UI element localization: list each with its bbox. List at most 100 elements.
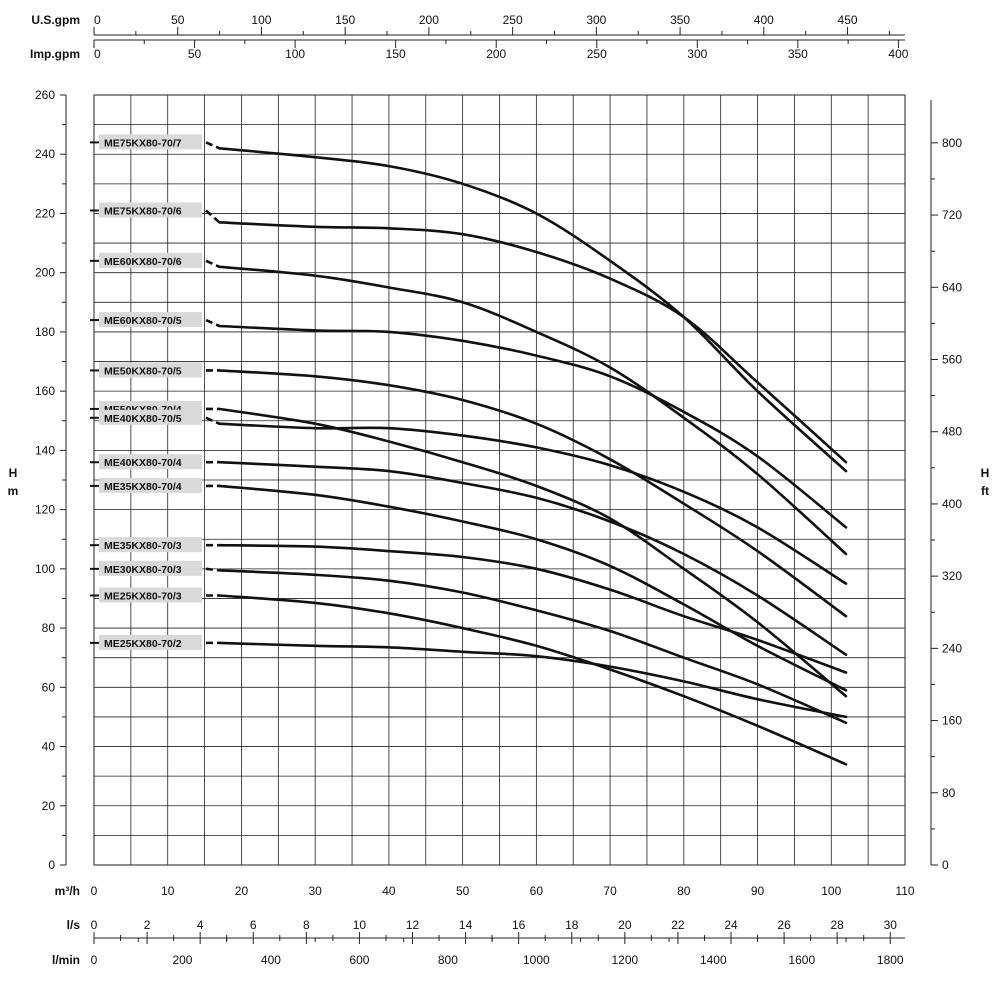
left-tick-label: 80	[42, 621, 56, 635]
curve-label-box	[99, 454, 202, 470]
curve-label-text: ME60KX80-70/5	[104, 315, 182, 327]
bottom3-axis-label: l/min	[52, 953, 80, 967]
left-tick-label: 220	[35, 206, 55, 220]
bottom2-tick-label: 6	[250, 918, 257, 932]
right-axis-label-top: H	[981, 466, 990, 480]
bottom1-tick-label: 40	[382, 884, 396, 898]
performance-curves	[218, 147, 848, 766]
bottom1-tick-label: 70	[603, 884, 617, 898]
top2-tick-label: 200	[486, 47, 506, 61]
left-axis-label-bottom: m	[8, 484, 19, 498]
left-tick-label: 60	[42, 680, 56, 694]
bottom1-tick-label: 100	[821, 884, 841, 898]
left-tick-label: 160	[35, 384, 55, 398]
bottom3-tick-label: 1000	[523, 953, 550, 967]
curve-label-text: ME25KX80-70/3	[104, 591, 182, 603]
curve-label-ME75KX80-70/7: ME75KX80-70/7	[90, 134, 220, 150]
curve-label-ME50KX80-70/5: ME50KX80-70/5	[90, 362, 220, 378]
curve-label-text: ME75KX80-70/7	[104, 137, 182, 149]
top1-tick-label: 450	[838, 13, 858, 27]
top1-tick-label: 50	[171, 13, 185, 27]
top1-axis-label: U.S.gpm	[31, 13, 80, 27]
bottom1-tick-label: 80	[677, 884, 691, 898]
top1-tick-label: 200	[419, 13, 439, 27]
curve-label-ME30KX80-70/3: ME30KX80-70/3	[90, 560, 220, 576]
top2-tick-label: 400	[888, 47, 908, 61]
curve-label-ME40KX80-70/5: ME40KX80-70/5	[90, 409, 220, 425]
left-tick-label: 120	[35, 503, 55, 517]
top1-tick-label: 0	[94, 13, 101, 27]
curve-ME60KX80-70/5	[218, 324, 848, 529]
bottom2-tick-label: 2	[144, 918, 151, 932]
bottom2-tick-label: 0	[91, 918, 98, 932]
curve-label-ME60KX80-70/6: ME60KX80-70/6	[90, 252, 220, 268]
right-tick-label: 160	[942, 714, 962, 728]
top1-tick-label: 350	[670, 13, 690, 27]
right-tick-label: 720	[942, 208, 962, 222]
bottom1-tick-label: 50	[456, 884, 470, 898]
curve-label-box	[99, 409, 202, 425]
bottom1-tick-label: 60	[530, 884, 544, 898]
curve-label-leader	[205, 209, 221, 224]
bottom3-tick-label: 0	[91, 953, 98, 967]
curve-ME40KX80-70/4	[218, 460, 848, 656]
curve-label-ME75KX80-70/6: ME75KX80-70/6	[90, 202, 221, 224]
curve-label-ME35KX80-70/4: ME35KX80-70/4	[90, 477, 220, 493]
top1-tick-label: 300	[586, 13, 606, 27]
bottom3-tick-label: 1200	[611, 953, 638, 967]
curve-ME35KX80-70/3	[218, 543, 848, 674]
curve-label-text: ME25KX80-70/2	[104, 638, 182, 650]
left-axis-label-top: H	[9, 466, 18, 480]
top2-tick-label: 0	[94, 47, 101, 61]
top1-tick-label: 400	[754, 13, 774, 27]
curve-ME35KX80-70/4	[218, 484, 848, 692]
bottom1-tick-label: 0	[91, 884, 98, 898]
curve-label-box	[99, 537, 202, 553]
curve-label-box	[99, 202, 202, 218]
right-tick-label: 800	[942, 136, 962, 150]
curve-label-leader	[205, 416, 220, 425]
bottom2-tick-label: 10	[353, 918, 367, 932]
bottom1-axis-label: m³/h	[55, 884, 80, 898]
curve-ME40KX80-70/5	[218, 422, 848, 585]
curve-label-leader	[205, 141, 220, 150]
curve-ME60KX80-70/6	[218, 265, 848, 556]
top2-tick-label: 350	[788, 47, 808, 61]
bottom2-tick-label: 18	[565, 918, 579, 932]
top2-tick-label: 100	[285, 47, 305, 61]
right-tick-label: 640	[942, 280, 962, 294]
left-tick-label: 240	[35, 147, 55, 161]
right-tick-label: 80	[942, 786, 956, 800]
bottom3-tick-label: 600	[349, 953, 369, 967]
right-tick-label: 0	[942, 858, 949, 872]
top2-axis-label: Imp.gpm	[30, 47, 80, 61]
right-tick-label: 320	[942, 569, 962, 583]
top2-tick-label: 150	[386, 47, 406, 61]
right-tick-label: 480	[942, 425, 962, 439]
bottom2-tick-label: 22	[671, 918, 685, 932]
curve-label-leader	[205, 259, 220, 268]
curve-label-leader	[205, 567, 220, 572]
bottom1-tick-label: 110	[895, 884, 914, 898]
top1-tick-label: 100	[251, 13, 271, 27]
curve-label-text: ME40KX80-70/5	[104, 413, 182, 425]
left-tick-label: 40	[42, 740, 56, 754]
curve-label-box	[99, 560, 202, 576]
left-tick-label: 200	[35, 266, 55, 280]
curve-label-box	[99, 362, 202, 378]
curve-label-text: ME50KX80-70/5	[104, 365, 182, 377]
curve-label-ME35KX80-70/3: ME35KX80-70/3	[90, 537, 220, 553]
curve-label-ME25KX80-70/3: ME25KX80-70/3	[90, 587, 220, 603]
bottom2-tick-label: 12	[406, 918, 420, 932]
curve-ME75KX80-70/6	[218, 221, 848, 464]
right-tick-label: 240	[942, 641, 962, 655]
top2-tick-label: 250	[587, 47, 607, 61]
bottom2-tick-label: 4	[197, 918, 204, 932]
curve-ME25KX80-70/2	[218, 641, 848, 719]
bottom3-tick-label: 800	[438, 953, 458, 967]
right-tick-label: 400	[942, 497, 962, 511]
bottom3-tick-label: 1800	[877, 953, 904, 967]
bottom3-tick-label: 400	[261, 953, 281, 967]
bottom3-tick-label: 1600	[788, 953, 815, 967]
